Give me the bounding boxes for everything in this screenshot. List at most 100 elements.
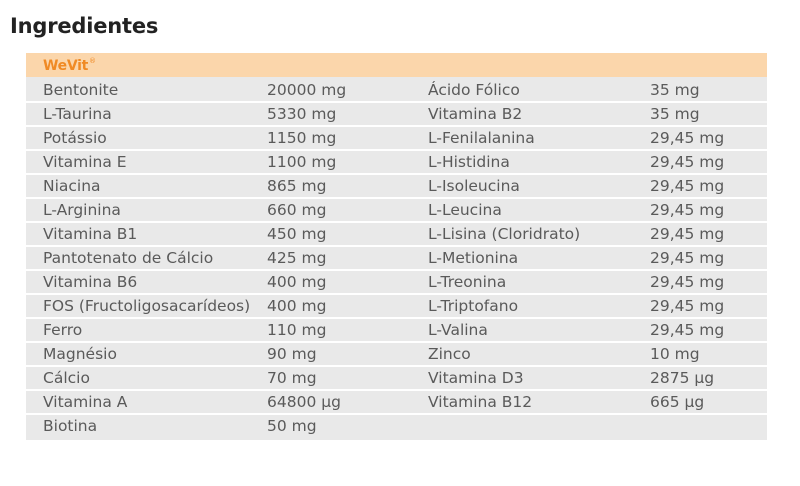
ingredient-amount: 29,45 mg — [650, 129, 725, 147]
brand-name: WeVit® — [43, 57, 96, 74]
ingredient-name: FOS (Fructoligosacarídeos) — [43, 297, 251, 315]
ingredient-row: Vitamina B6 400 mg — [26, 271, 412, 293]
ingredient-name: Cálcio — [43, 369, 90, 387]
ingredient-row: L-Taurina 5330 mg — [26, 103, 412, 125]
ingredient-amount: 665 µg — [650, 393, 705, 411]
ingredient-name: Pantotenato de Cálcio — [43, 249, 214, 267]
ingredient-amount: 35 mg — [650, 105, 700, 123]
ingredient-amount: 450 mg — [267, 225, 327, 243]
ingredient-row: Cálcio 70 mg — [26, 367, 412, 389]
ingredient-name: Magnésio — [43, 345, 117, 363]
ingredient-row: Potássio 1150 mg — [26, 127, 412, 149]
ingredient-name: L-Treonina — [428, 273, 507, 291]
ingredient-amount: 29,45 mg — [650, 201, 725, 219]
ingredient-amount: 425 mg — [267, 249, 327, 267]
ingredient-row: L-Valina 29,45 mg — [412, 319, 767, 341]
ingredient-name: L-Leucina — [428, 201, 502, 219]
ingredient-row: Vitamina B12 665 µg — [412, 391, 767, 413]
ingredient-name: L-Isoleucina — [428, 177, 520, 195]
row-separator — [26, 173, 767, 175]
ingredient-amount: 865 mg — [267, 177, 327, 195]
ingredient-row: FOS (Fructoligosacarídeos) 400 mg — [26, 295, 412, 317]
ingredient-amount: 1100 mg — [267, 153, 337, 171]
row-separator — [26, 317, 767, 319]
ingredient-row: L-Fenilalanina 29,45 mg — [412, 127, 767, 149]
ingredient-amount: 1150 mg — [267, 129, 337, 147]
ingredient-name: Bentonite — [43, 81, 119, 99]
ingredient-name: Ácido Fólico — [428, 81, 520, 99]
ingredient-name: L-Fenilalanina — [428, 129, 535, 147]
ingredient-amount: 29,45 mg — [650, 177, 725, 195]
ingredient-amount: 70 mg — [267, 369, 317, 387]
registered-mark: ® — [89, 56, 96, 65]
ingredient-amount: 64800 µg — [267, 393, 341, 411]
ingredient-row: L-Leucina 29,45 mg — [412, 199, 767, 221]
ingredient-amount: 110 mg — [267, 321, 327, 339]
ingredient-name: Vitamina B2 — [428, 105, 523, 123]
ingredient-amount: 400 mg — [267, 273, 327, 291]
row-separator — [26, 245, 767, 247]
ingredient-row: Vitamina D3 2875 µg — [412, 367, 767, 389]
row-separator — [26, 269, 767, 271]
ingredient-amount: 29,45 mg — [650, 273, 725, 291]
ingredient-name: Vitamina E — [43, 153, 127, 171]
ingredient-row: L-Lisina (Cloridrato) 29,45 mg — [412, 223, 767, 245]
ingredient-row: Magnésio 90 mg — [26, 343, 412, 365]
ingredient-name: L-Triptofano — [428, 297, 519, 315]
ingredient-name: Niacina — [43, 177, 101, 195]
ingredients-panel: WeVit® Bentonite 20000 mg L-Taurina 5330 mg… — [26, 53, 767, 440]
ingredient-row: Zinco 10 mg — [412, 343, 767, 365]
ingredient-row: Niacina 865 mg — [26, 175, 412, 197]
ingredient-name: L-Lisina (Cloridrato) — [428, 225, 581, 243]
ingredient-row: L-Treonina 29,45 mg — [412, 271, 767, 293]
ingredient-row: L-Triptofano 29,45 mg — [412, 295, 767, 317]
ingredient-name: Vitamina B1 — [43, 225, 138, 243]
ingredient-row: L-Arginina 660 mg — [26, 199, 412, 221]
ingredient-name: Ferro — [43, 321, 83, 339]
ingredient-name: Potássio — [43, 129, 107, 147]
ingredient-row: Vitamina B1 450 mg — [26, 223, 412, 245]
ingredient-amount: 10 mg — [650, 345, 700, 363]
ingredient-name: Vitamina B6 — [43, 273, 138, 291]
brand-name-text: WeVit — [43, 57, 89, 74]
ingredient-amount: 660 mg — [267, 201, 327, 219]
brand-bar: WeVit® — [26, 53, 767, 77]
ingredient-row: Ácido Fólico 35 mg — [412, 79, 767, 101]
row-separator — [26, 413, 767, 415]
ingredient-row: L-Isoleucina 29,45 mg — [412, 175, 767, 197]
ingredient-name: Biotina — [43, 417, 98, 435]
ingredient-amount: 29,45 mg — [650, 153, 725, 171]
row-separator — [26, 293, 767, 295]
ingredient-row: Vitamina E 1100 mg — [26, 151, 412, 173]
ingredient-amount: 90 mg — [267, 345, 317, 363]
ingredient-amount: 2875 µg — [650, 369, 715, 387]
ingredient-amount: 20000 mg — [267, 81, 347, 99]
row-separator — [26, 221, 767, 223]
ingredient-amount: 35 mg — [650, 81, 700, 99]
ingredient-amount: 29,45 mg — [650, 249, 725, 267]
ingredient-name: L-Taurina — [43, 105, 112, 123]
ingredient-name: Vitamina D3 — [428, 369, 524, 387]
ingredient-row: Vitamina B2 35 mg — [412, 103, 767, 125]
row-separator — [26, 149, 767, 151]
row-separator — [26, 389, 767, 391]
ingredient-amount: 50 mg — [267, 417, 317, 435]
row-separator — [26, 125, 767, 127]
ingredient-row: L-Histidina 29,45 mg — [412, 151, 767, 173]
ingredient-name: L-Arginina — [43, 201, 121, 219]
ingredient-name: Zinco — [428, 345, 471, 363]
ingredient-row: Ferro 110 mg — [26, 319, 412, 341]
ingredient-row: Biotina 50 mg — [26, 415, 412, 437]
ingredient-amount: 400 mg — [267, 297, 327, 315]
ingredient-row: L-Metionina 29,45 mg — [412, 247, 767, 269]
row-separator — [26, 365, 767, 367]
ingredient-name: L-Histidina — [428, 153, 510, 171]
ingredient-amount: 29,45 mg — [650, 321, 725, 339]
ingredient-row: Vitamina A 64800 µg — [26, 391, 412, 413]
ingredient-name: Vitamina A — [43, 393, 128, 411]
ingredient-amount: 29,45 mg — [650, 225, 725, 243]
ingredient-row: Pantotenato de Cálcio 425 mg — [26, 247, 412, 269]
ingredient-amount: 29,45 mg — [650, 297, 725, 315]
row-separator — [26, 197, 767, 199]
ingredient-name: L-Valina — [428, 321, 488, 339]
